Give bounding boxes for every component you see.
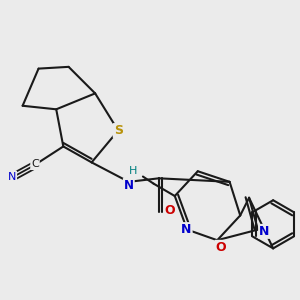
Text: S: S [114,124,123,137]
Text: N: N [8,172,16,182]
Text: N: N [181,223,192,236]
Text: N: N [259,225,269,238]
Text: C: C [31,159,39,169]
Text: N: N [124,179,134,192]
Text: H: H [129,166,137,176]
Text: O: O [215,241,226,254]
Text: O: O [164,204,175,217]
